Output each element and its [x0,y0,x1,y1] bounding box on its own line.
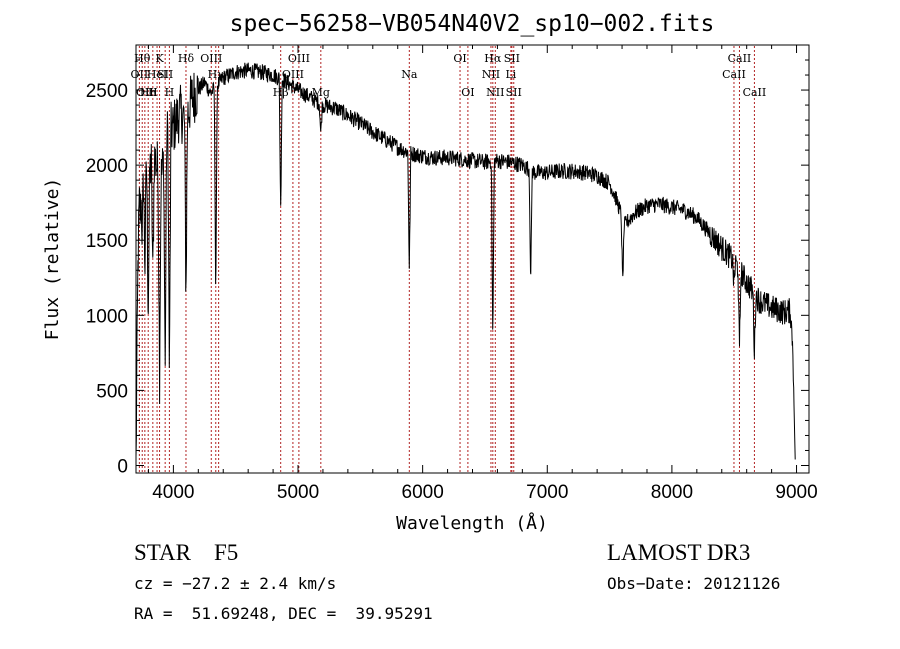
y-tick-label: 2500 [86,81,128,102]
subclass-label: F5 [213,540,239,565]
spectral-line-label: Hδ [178,52,195,65]
spectral-line-label: OII [131,68,149,81]
y-tick-label: 2000 [86,156,128,177]
spectral-line-label: Li [505,68,516,81]
class-label: STAR [134,540,191,565]
spectral-line-label: Hβ [273,86,289,99]
x-tick-label: 5000 [277,482,319,503]
spectral-line-label: Hn [140,86,157,99]
y-tick-label: 1000 [86,306,128,327]
x-tick-label: 9000 [775,482,817,503]
chart-title: spec−56258−VB054N40V2_sp10−002.fits [230,11,715,37]
spectral-line-label: OII [136,86,154,99]
spectral-line-label: H [165,86,175,99]
x-tick-label: 4000 [152,482,194,503]
spectral-line-label: CaII [728,52,752,65]
spectral-line-label: OI [453,52,466,65]
x-tick-label: 8000 [651,482,693,503]
spectral-line-label: K [155,52,164,65]
spectral-line-label: Na [401,68,418,81]
spectral-line-label: NII [482,68,500,81]
spectral-line-label: SII [506,86,522,99]
spectrum-line [135,62,796,460]
y-tick-label: 0 [117,456,128,477]
spectral-line-label: OIII [288,52,310,65]
redshift-text: cz = −27.2 ± 2.4 km/s [134,574,337,593]
x-axis-label: Wavelength (Å) [396,512,548,534]
x-axis-ticks: 4000 5000 6000 7000 8000 9000 [147,45,818,503]
y-axis-label: Flux (relative) [42,178,63,341]
spectral-line-label: CaII [743,86,767,99]
spectral-line-label: Hθ [134,52,151,65]
spectral-line-label: OIII [200,52,222,65]
spectral-line-label: NII [486,86,504,99]
spectral-line-label: CaII [722,68,746,81]
survey-label: LAMOST DR3 [607,540,751,565]
spectral-line-label: SII [504,52,520,65]
object-class: STAR F5 [134,540,238,566]
plot-frame [135,44,810,474]
y-axis-ticks: 0 500 1000 1500 2000 2500 [86,59,809,477]
coordinates-text: RA = 51.69248, DEC = 39.95291 [134,604,433,623]
x-tick-label: 6000 [402,482,444,503]
y-tick-label: 500 [96,381,128,402]
spectral-line-label: H [148,86,158,99]
spectral-line-label: SII [157,68,173,81]
spectral-line-markers [138,46,755,473]
spectral-line-label: OI [461,86,474,99]
obs-date-text: Obs−Date: 20121126 [607,574,781,593]
spectral-line-label: Hα [484,52,502,65]
spectral-line-label: HeI [147,68,167,81]
x-tick-label: 7000 [526,482,568,503]
y-tick-label: 1500 [86,231,128,252]
